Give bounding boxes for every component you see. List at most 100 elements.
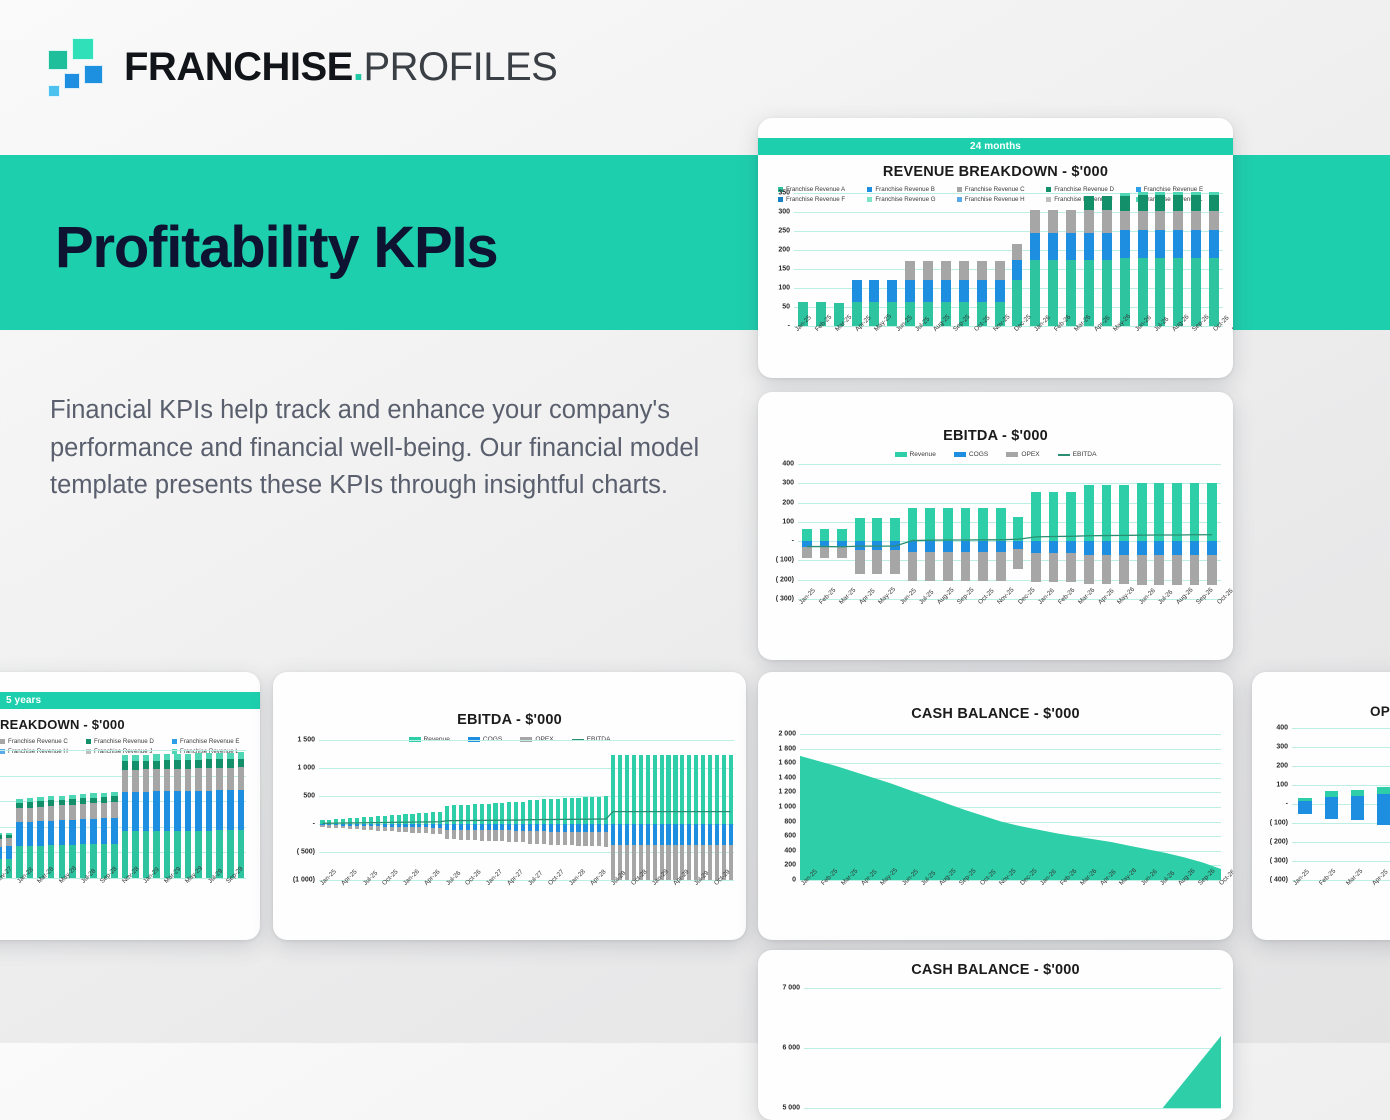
y-axis-tick: 1 000 [778,803,796,811]
bar-segment [576,824,581,832]
bar-segment [714,844,720,881]
bar-segment [153,754,160,761]
bar-segment [26,801,34,808]
bar-segment [216,767,223,791]
bar-segment [1119,554,1129,584]
bar-segment [1030,210,1041,233]
bar-segment [431,824,436,828]
bar-column [1168,464,1186,599]
bar-segment [837,547,847,559]
bar-column [367,740,374,880]
bar-segment [1155,230,1166,258]
bar-segment [26,807,34,822]
card-ebitda-24m[interactable]: EBITDA - $'000 Revenue COGS OPEX EBITDA … [758,392,1233,660]
bar-segment [458,804,463,824]
bar-column [1080,464,1098,599]
bar-segment [1154,541,1165,556]
bar-segment [354,825,360,830]
bar-column [1098,193,1116,326]
y-axis-tick: 800 [784,818,796,826]
y-axis-tick: - [1285,800,1288,808]
bar-segment [361,824,367,827]
bar-segment [90,844,97,878]
bar-segment [111,843,118,878]
bar-column [347,740,354,880]
gridline [319,740,734,741]
bar-segment [368,824,373,827]
bar-segment [410,827,415,833]
bar-column [866,193,884,326]
xaxis-opex: Jan-25Feb-25Mar-25Apr-25May-25Jun-25Jul-… [1292,868,1390,889]
bar-segment [486,824,491,831]
bar-segment [851,280,862,303]
y-axis-tick: 100 [778,284,790,292]
bar-segment [701,824,706,845]
bar-segment [1172,555,1182,585]
bar-segment [562,798,567,824]
bar-column [1044,193,1062,326]
bar-segment [923,302,934,326]
bar-segment [1030,259,1041,326]
bar-segment [701,844,706,881]
bar-segment [890,518,900,542]
bar-segment [368,816,373,824]
bar-column [848,193,866,326]
bar-segment [960,508,971,542]
card-revenue-breakdown-5y[interactable]: 5 years REAKDOWN - $'000 Franchise Reven… [0,672,260,940]
gridline [1292,880,1390,881]
bar-segment [205,830,213,878]
bar-column [1186,464,1204,599]
bar-segment [403,826,408,833]
y-axis-tick: ( 500) [296,848,315,856]
legend-item: Franchise Revenue D [1040,186,1129,193]
bar-segment [153,831,160,878]
card-cash-balance-5y[interactable]: CASH BALANCE - $'000 5 000 6 000 7 000 [758,950,1233,1120]
bar-segment [37,806,44,822]
bar-segment [174,791,181,831]
bar-column [1151,464,1169,599]
bar-segment [940,261,951,281]
bar-column [541,740,548,880]
bar-segment [111,791,118,797]
gridline [798,541,1221,543]
bar-segment [1101,232,1112,260]
bar-segment [528,831,533,844]
legend-ebitda-24m: Revenue COGS OPEX EBITDA [758,451,1233,458]
bar-segment [79,819,87,845]
bar-segment [132,761,139,770]
bar-segment [728,844,733,881]
bar-segment [534,824,540,832]
y-axis-tick: 400 [1276,724,1288,732]
bar-segment [431,812,436,824]
bar-segment [205,753,213,760]
bar-segment [521,801,526,824]
card-ebitda-5y[interactable]: EBITDA - $'000 Revenue COGS OPEX EBITDA … [273,672,746,940]
bar-segment [1066,553,1077,582]
card-opex[interactable]: OPE ( 400) ( 300) ( 200) ( 100) - 100 200 300 40… [1252,672,1390,940]
bar-column [193,750,204,878]
bar-segment [142,769,150,792]
bar-segment [604,796,609,824]
bar-segment [216,830,223,878]
bar-segment [184,830,192,878]
card-cash-balance-24m[interactable]: CASH BALANCE - $'000 0 200 400 600 800 1 000 1… [758,672,1233,940]
gridline [319,880,734,881]
bar-column [610,740,617,881]
bar-column [693,740,700,881]
bar-segment [438,827,443,835]
bar-segment [327,825,332,828]
plot-revenue-breakdown-24m: - 50 100 150 200 250 300 350 [778,190,1223,330]
bar-segment [721,844,726,881]
gridline [800,748,1221,750]
bar-segment [1172,483,1182,542]
bar-segment [142,831,150,878]
bar-segment [58,805,66,821]
card-revenue-breakdown-24m[interactable]: 24 months REVENUE BREAKDOWN - $'000 Fran… [758,118,1233,378]
bar-segment [389,815,394,824]
bar-segment [5,838,13,847]
bar-segment [1083,484,1094,542]
bar-segment [721,824,726,845]
gridline [800,777,1221,779]
bar-segment [887,280,898,303]
y-axis-tick: 6 000 [782,1044,800,1052]
